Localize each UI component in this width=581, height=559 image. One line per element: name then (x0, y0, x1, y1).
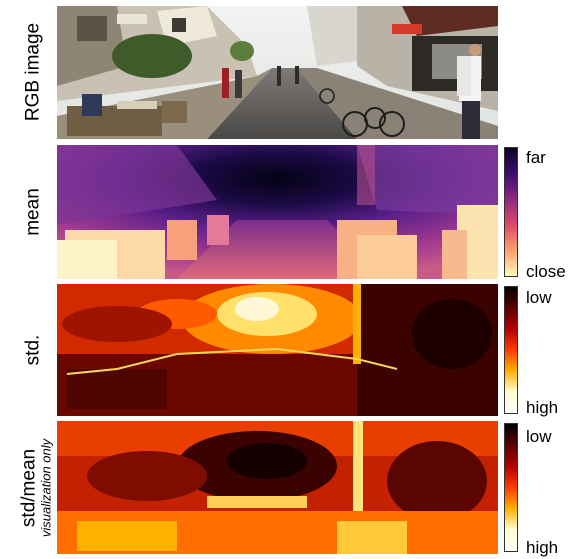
std-colorbar-bottom-label: high (526, 398, 559, 417)
mean-colorbar (504, 147, 518, 277)
mean-depth-map (57, 145, 498, 279)
row-label-ratio-text: std/mean (18, 448, 40, 528)
std-mean-colorbar-bottom-label: high (526, 538, 559, 557)
std-panel (57, 284, 498, 416)
std-mean-colorbar-top-label: low (526, 427, 552, 446)
row-label-rgb-text: RGB image (22, 22, 44, 122)
std-colorbar-top-label: low (526, 288, 552, 307)
std-mean-colorbar (504, 423, 518, 552)
std-colorbar (504, 286, 518, 414)
mean-colorbar-top-label: far (526, 148, 546, 167)
mean-depth-panel (57, 145, 498, 279)
std-mean-map (57, 421, 498, 554)
row-label-std-text: std. (22, 334, 44, 366)
rgb-street-scene-image (57, 6, 498, 139)
row-label-mean-text: mean (22, 188, 44, 236)
std-mean-panel (57, 421, 498, 554)
row-label-ratio-subtext: visualization only (38, 438, 54, 538)
rgb-image-panel (57, 6, 498, 139)
std-map (57, 284, 498, 416)
mean-colorbar-bottom-label: close (526, 262, 566, 281)
